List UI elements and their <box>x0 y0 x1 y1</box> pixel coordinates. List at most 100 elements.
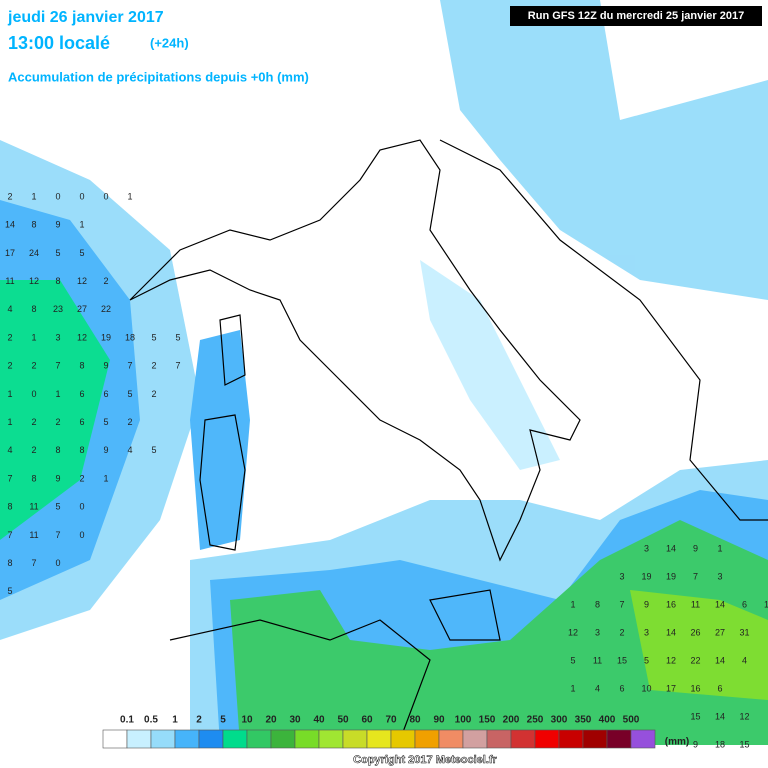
grid-value: 14 <box>666 543 676 553</box>
grid-value: 0 <box>79 191 84 201</box>
grid-value: 11 <box>29 502 38 512</box>
grid-value: 12 <box>77 332 87 342</box>
grid-value: 0 <box>103 191 108 201</box>
grid-value: 6 <box>103 389 108 399</box>
grid-value: 11 <box>691 599 700 609</box>
legend-label: 10 <box>241 715 253 726</box>
grid-value: 1 <box>31 332 36 342</box>
legend-label: 40 <box>313 715 325 726</box>
legend-swatch <box>198 729 224 749</box>
date: jeudi 26 janvier 2017 <box>7 9 164 26</box>
grid-value: 7 <box>619 599 624 609</box>
grid-value: 17 <box>666 683 676 693</box>
legend-swatch <box>366 729 392 749</box>
grid-value: 8 <box>7 558 12 568</box>
grid-value: 7 <box>127 361 132 371</box>
grid-value: 6 <box>79 417 84 427</box>
grid-value: 14 <box>666 627 676 637</box>
grid-value: 19 <box>641 571 651 581</box>
grid-value: 5 <box>151 445 156 455</box>
grid-value: 16 <box>690 683 700 693</box>
grid-value: 7 <box>693 571 698 581</box>
grid-value: 9 <box>55 473 60 483</box>
grid-value: 19 <box>101 332 111 342</box>
legend-label: 2 <box>196 715 202 726</box>
grid-value: 8 <box>31 220 36 230</box>
grid-value: 17 <box>5 248 15 258</box>
legend-label: 5 <box>220 715 226 726</box>
grid-value: 3 <box>644 627 649 637</box>
grid-value: 12 <box>29 276 39 286</box>
legend-label: 20 <box>265 715 277 726</box>
grid-value: 10 <box>641 683 651 693</box>
grid-value: 5 <box>7 586 12 596</box>
grid-value: 2 <box>127 417 132 427</box>
legend-label: 70 <box>385 715 397 726</box>
grid-value: 5 <box>79 248 84 258</box>
precip-area <box>440 0 768 300</box>
grid-value: 2 <box>7 332 12 342</box>
grid-value: 14 <box>715 711 725 721</box>
grid-value: 15 <box>617 655 627 665</box>
grid-value: 4 <box>7 445 12 455</box>
legend-swatch <box>318 729 344 749</box>
precip-area <box>190 330 250 550</box>
grid-value: 5 <box>570 655 575 665</box>
grid-value: 2 <box>31 361 36 371</box>
grid-value: 6 <box>742 599 747 609</box>
grid-value: 24 <box>29 248 39 258</box>
legend-swatch <box>270 729 296 749</box>
grid-value: 14 <box>715 599 725 609</box>
legend-label: 1 <box>172 715 178 726</box>
grid-value: 14 <box>5 220 15 230</box>
legend-swatch <box>486 729 512 749</box>
grid-value: 8 <box>31 473 36 483</box>
grid-value: 22 <box>690 655 700 665</box>
grid-value: 27 <box>715 627 725 637</box>
precip-area <box>420 260 560 470</box>
legend-swatch <box>102 729 128 749</box>
legend-swatch <box>558 729 584 749</box>
grid-value: 14 <box>715 655 725 665</box>
legend-label: 60 <box>361 715 373 726</box>
grid-value: 15 <box>690 711 700 721</box>
grid-value: 5 <box>103 417 108 427</box>
coastline <box>439 139 768 521</box>
run-box <box>510 6 762 26</box>
grid-value: 1 <box>570 683 575 693</box>
grid-value: 5 <box>127 389 132 399</box>
legend-swatch <box>390 729 416 749</box>
legend-label: 100 <box>455 715 472 726</box>
legend-swatch <box>246 729 272 749</box>
precip-area <box>230 520 768 745</box>
grid-value: 22 <box>101 304 111 314</box>
legend-label: 0.5 <box>144 715 158 726</box>
coastline <box>199 414 246 551</box>
grid-value: 3 <box>717 571 722 581</box>
legend-unit: (mm) <box>665 737 689 748</box>
grid-value: 7 <box>7 473 12 483</box>
grid-value: 4 <box>127 445 132 455</box>
grid-value: 4 <box>742 655 747 665</box>
coastline <box>169 619 431 741</box>
run-info: Run GFS 12Z du mercredi 25 janvier 2017 <box>528 10 744 22</box>
grid-values: 2 1 0 0 0 114 8 9 117 24 5 511 12 8 12 24 8 23 27 222 1 3 12 19… <box>5 191 768 749</box>
grid-value: 1 <box>55 389 60 399</box>
grid-value: 1 <box>7 417 12 427</box>
grid-value: 0 <box>79 502 84 512</box>
legend-swatch <box>462 729 488 749</box>
grid-value: 0 <box>31 389 36 399</box>
grid-value: 1 <box>717 543 722 553</box>
grid-value: 18 <box>715 739 725 749</box>
grid-value: 8 <box>79 361 84 371</box>
subtitle: Accumulation de précipitations depuis +0… <box>8 69 309 84</box>
lead-time: (+24h) <box>150 35 189 50</box>
grid-value: 1 <box>570 599 575 609</box>
grid-value: 2 <box>151 361 156 371</box>
grid-value: 9 <box>693 739 698 749</box>
legend-label: 50 <box>337 715 349 726</box>
legend-label: 150 <box>479 715 496 726</box>
grid-value: 26 <box>690 627 700 637</box>
grid-value: 31 <box>739 627 749 637</box>
legend: 0.1 0.5 1 2 5 10 20 30 40 50 60 70 80 90 100 150 200 250 3… <box>102 715 689 749</box>
